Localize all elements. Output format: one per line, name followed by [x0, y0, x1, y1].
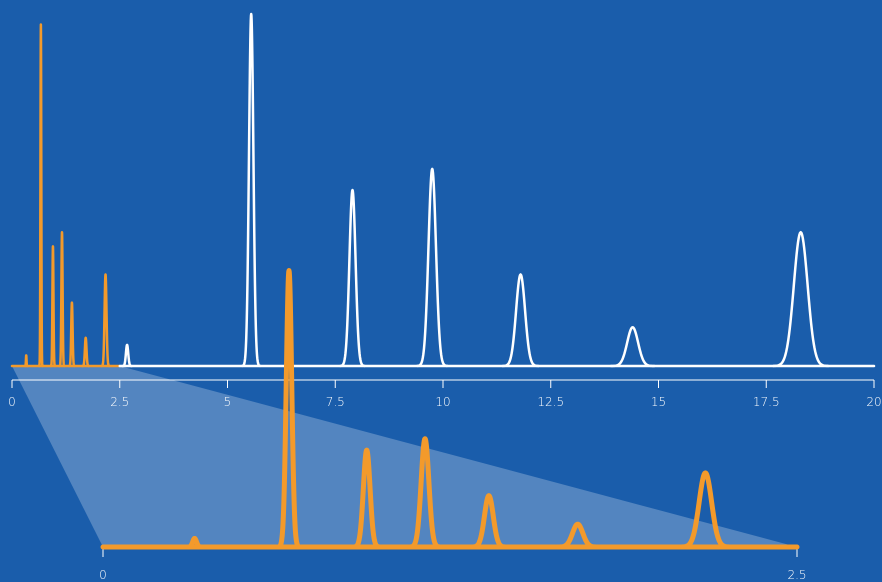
- x-tick-label: 0: [8, 395, 16, 409]
- x-tick-label: 12.5: [537, 395, 564, 409]
- x-tick-label: 2.5: [110, 395, 129, 409]
- peak: [468, 493, 509, 550]
- x-tick-label: 10: [435, 395, 450, 409]
- x-tick-label: 20: [866, 395, 881, 409]
- peak: [58, 230, 66, 368]
- peak: [407, 436, 443, 550]
- x-tick-label: 2.5: [787, 568, 806, 582]
- x-tick-label: 15: [651, 395, 666, 409]
- x-tick-label: 0: [99, 568, 107, 582]
- peak: [350, 447, 383, 550]
- zoom-region: [12, 366, 797, 547]
- x-tick-label: 5: [224, 395, 232, 409]
- x-tick-label: 7.5: [326, 395, 345, 409]
- peak: [184, 535, 205, 550]
- peak: [81, 336, 91, 368]
- peak: [416, 167, 449, 368]
- peak: [501, 273, 540, 368]
- peak: [771, 230, 830, 368]
- peak: [37, 23, 44, 368]
- peak: [100, 273, 111, 368]
- peak: [338, 188, 367, 368]
- zoom-shade: [12, 366, 797, 547]
- peak: [67, 301, 76, 368]
- peak: [241, 12, 262, 368]
- peak: [23, 354, 29, 368]
- x-tick-label: 17.5: [753, 395, 780, 409]
- peak: [554, 521, 601, 550]
- peak: [609, 326, 656, 368]
- peak: [49, 245, 57, 368]
- peak: [121, 343, 133, 368]
- peak: [275, 268, 303, 550]
- peak: [677, 470, 733, 550]
